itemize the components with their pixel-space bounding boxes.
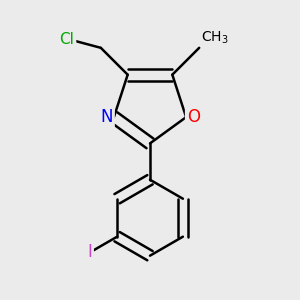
Text: CH$_3$: CH$_3$ — [201, 30, 229, 46]
Text: Cl: Cl — [60, 32, 74, 47]
Text: I: I — [87, 243, 92, 261]
Text: N: N — [100, 108, 113, 126]
Text: O: O — [187, 108, 200, 126]
